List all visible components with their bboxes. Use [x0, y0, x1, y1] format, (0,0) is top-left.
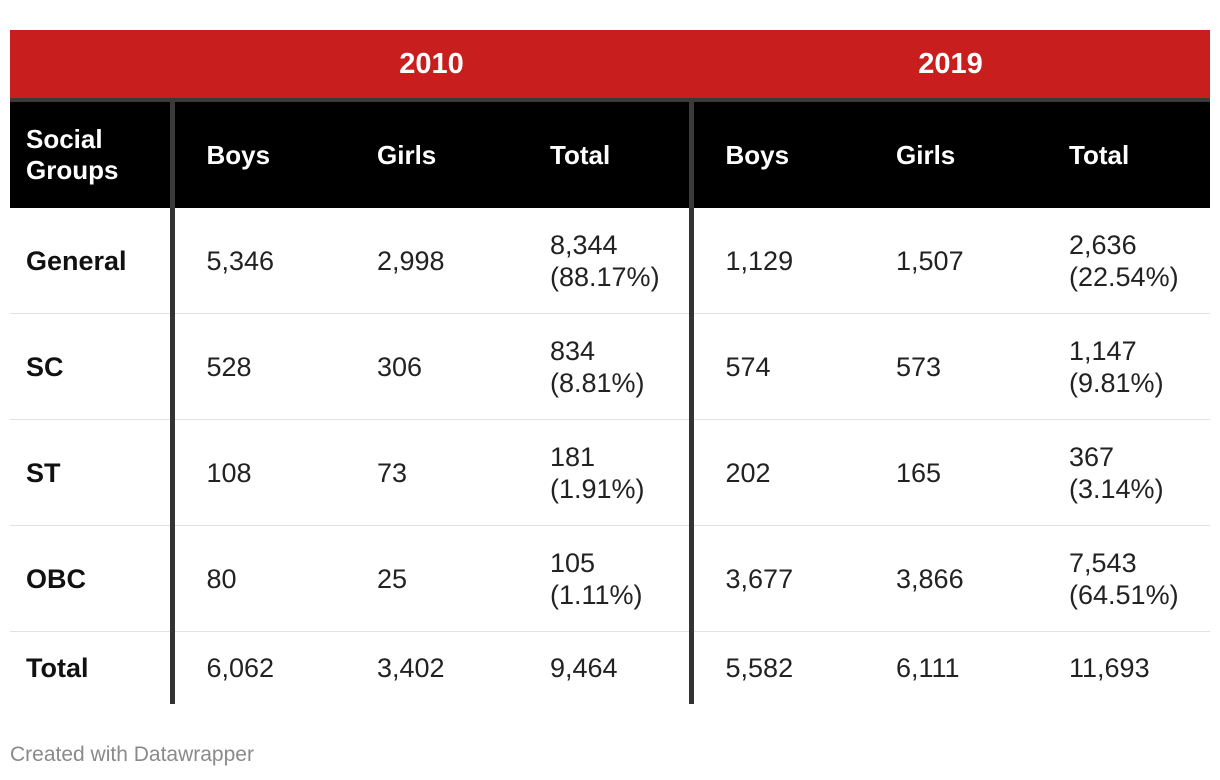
table-cell: 7,543 (64.51%): [1037, 525, 1211, 632]
banner-blank-cell: [10, 30, 172, 100]
table-cell: 3,866: [864, 525, 1038, 632]
table-cell: 367 (3.14%): [1037, 419, 1211, 526]
column-header-girls-2010: Girls: [345, 100, 518, 208]
row-label: SC: [10, 313, 172, 420]
social-groups-table: 2010 2019 Social Groups Boys Girls Total Boys…: [10, 30, 1211, 704]
footer-credit: Created with Datawrapper: [10, 743, 254, 766]
table-cell: 1,129: [688, 208, 865, 314]
table-cell: 306: [345, 313, 518, 420]
table-cell: 105 (1.11%): [518, 525, 692, 632]
table-cell: 3,677: [688, 525, 865, 632]
table-cell: 2,636 (22.54%): [1037, 208, 1211, 314]
column-header-boys-2010: Boys: [169, 100, 345, 208]
year-header-2010: 2010: [172, 30, 692, 100]
column-header-social-groups: Social Groups: [10, 100, 172, 208]
table-body: General 5,346 2,998 8,344 (88.17%) 1,129 1,507…: [10, 208, 1211, 704]
table-row: OBC 80 25 105 (1.11%) 3,677 3,866 7,543 (64.51%): [10, 525, 1211, 632]
year-header-2019: 2019: [691, 30, 1211, 100]
column-header-total-2010: Total: [518, 100, 692, 208]
column-header-total-2019: Total: [1037, 100, 1211, 208]
table-cell: 5,582: [688, 631, 865, 704]
table-cell: 5,346: [169, 208, 345, 314]
table-cell: 9,464: [550, 653, 618, 683]
column-header-girls-2019: Girls: [864, 100, 1038, 208]
row-label: Total: [26, 653, 89, 683]
table-cell: 528: [169, 313, 345, 420]
table-row: General 5,346 2,998 8,344 (88.17%) 1,129 1,507…: [10, 208, 1211, 314]
table-cell: 1,147 (9.81%): [1037, 313, 1211, 420]
table-cell: 1,507: [864, 208, 1038, 314]
table-cell: 11,693: [1069, 653, 1150, 683]
table-cell: 165: [864, 419, 1038, 526]
table-row: ST 108 73 181 (1.91%) 202 165 367 (3.14%): [10, 419, 1211, 526]
row-label: OBC: [10, 525, 172, 632]
row-label: General: [10, 208, 172, 314]
column-header-row: Social Groups Boys Girls Total Boys Girls Total: [10, 100, 1211, 208]
table-row: Total 6,062 3,402 9,464 5,582 6,111 11,693: [10, 631, 1210, 704]
table-cell: 6,111: [896, 653, 960, 683]
table-row: SC 528 306 834 (8.81%) 574 573 1,147 (9.81%): [10, 313, 1211, 420]
table-cell: 80: [169, 525, 345, 632]
table-cell: 6,062: [169, 631, 345, 704]
table-cell: 2,998: [345, 208, 518, 314]
table-cell: 8,344 (88.17%): [518, 208, 692, 314]
table-cell: 25: [345, 525, 518, 632]
table-cell: 108: [169, 419, 345, 526]
row-label: ST: [10, 419, 172, 526]
table-cell: 181 (1.91%): [518, 419, 692, 526]
year-banner-row: 2010 2019: [10, 30, 1211, 100]
table-cell: 3,402: [377, 653, 445, 683]
table-cell: 573: [864, 313, 1038, 420]
column-header-boys-2019: Boys: [688, 100, 865, 208]
table-cell: 73: [345, 419, 518, 526]
table-cell: 834 (8.81%): [518, 313, 692, 420]
table-cell: 202: [688, 419, 865, 526]
data-table-container: 2010 2019 Social Groups Boys Girls Total Boys…: [10, 30, 1211, 704]
table-cell: 574: [688, 313, 865, 420]
